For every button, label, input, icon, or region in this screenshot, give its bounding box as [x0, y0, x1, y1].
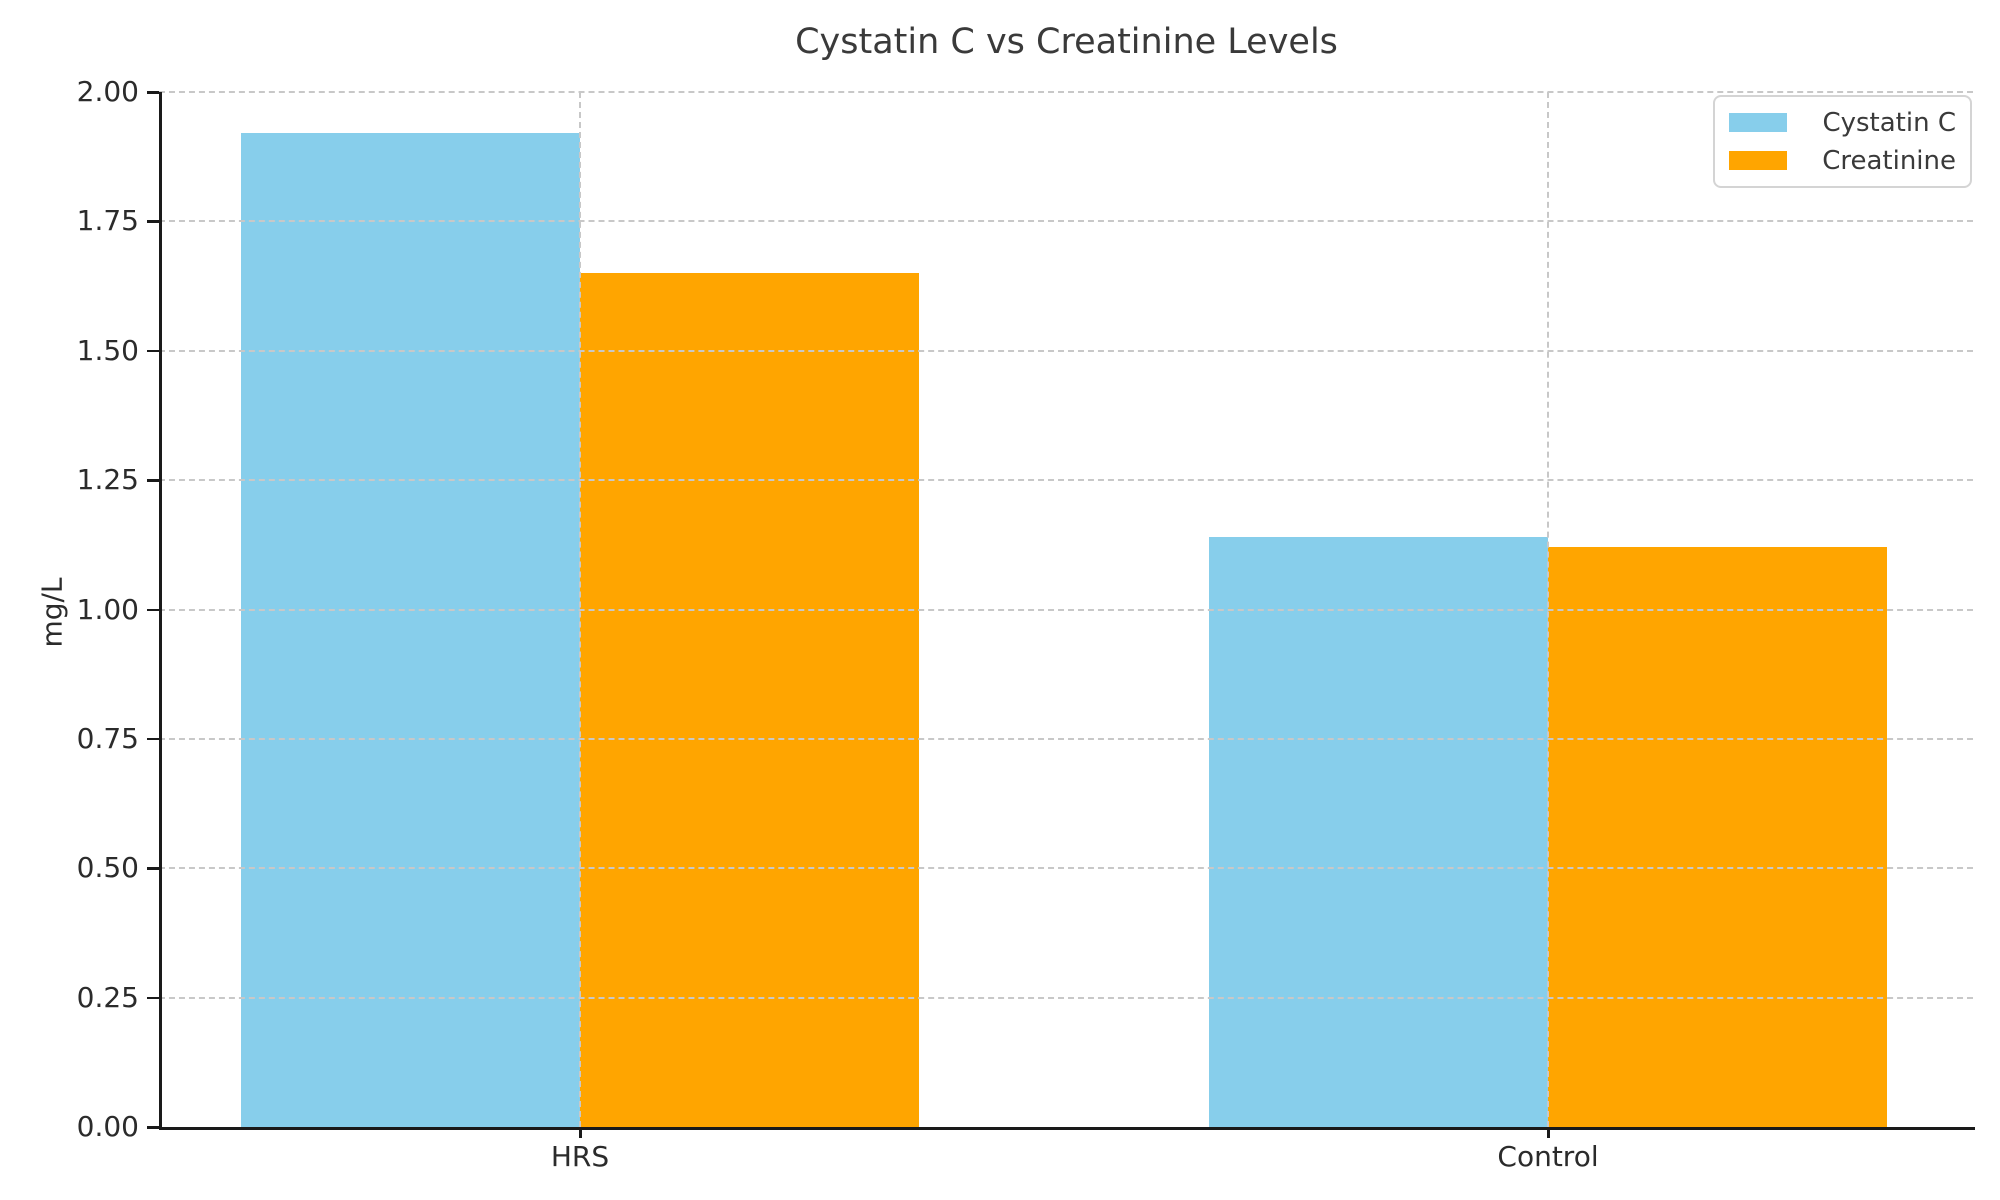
- x-gridline: [579, 92, 581, 1127]
- x-tick: [1546, 1127, 1550, 1138]
- y-tick-label: 0.00: [76, 1110, 139, 1143]
- y-tick: [147, 220, 159, 223]
- y-gridline: [159, 608, 1973, 611]
- y-gridline: [159, 91, 1973, 93]
- y-gridline: [159, 220, 1973, 223]
- y-tick: [147, 1126, 159, 1129]
- x-tick-label-control: Control: [1497, 1140, 1599, 1173]
- y-gridline: [159, 349, 1973, 352]
- x-tick: [578, 1127, 582, 1138]
- y-tick-label: 1.75: [76, 204, 139, 238]
- y-gridline: [159, 996, 1973, 999]
- legend-swatch-icon: [1729, 151, 1787, 170]
- x-gridline: [1547, 92, 1549, 1127]
- bar-creatinine-hrs: [580, 273, 919, 1127]
- legend-label: Cystatin C: [1822, 107, 1956, 138]
- y-gridline: [159, 867, 1973, 870]
- y-tick: [147, 91, 159, 94]
- legend: Cystatin C Creatinine: [1713, 95, 1972, 188]
- x-axis-spine: [159, 1127, 1975, 1130]
- bar-cystatin-c-hrs: [241, 133, 580, 1127]
- bar-cystatin-c-control: [1209, 537, 1548, 1127]
- y-gridline: [159, 737, 1973, 740]
- chart-title: Cystatin C vs Creatinine Levels: [795, 22, 1338, 62]
- y-tick: [147, 996, 159, 1000]
- y-tick-label: 1.00: [76, 592, 139, 626]
- y-tick-label: 1.25: [76, 463, 139, 497]
- bar-creatinine-control: [1548, 547, 1887, 1127]
- y-tick: [147, 349, 159, 353]
- y-tick-label: 2.00: [76, 75, 139, 108]
- legend-swatch-icon: [1729, 113, 1787, 132]
- y-tick: [147, 737, 159, 741]
- y-tick-label: 0.75: [76, 721, 139, 755]
- x-tick-label-hrs: HRS: [550, 1140, 610, 1173]
- y-gridline: [159, 479, 1973, 482]
- legend-label: Creatinine: [1822, 145, 1956, 176]
- legend-entry-cystatin-c: Cystatin C: [1729, 107, 1956, 138]
- y-tick: [147, 608, 159, 611]
- legend-entry-creatinine: Creatinine: [1729, 145, 1956, 176]
- y-axis-spine: [159, 92, 162, 1130]
- y-tick: [147, 867, 159, 870]
- y-tick-label: 0.50: [76, 851, 139, 885]
- y-tick-label: 0.25: [76, 980, 139, 1014]
- y-tick-label: 1.50: [76, 333, 139, 367]
- y-tick: [147, 479, 159, 482]
